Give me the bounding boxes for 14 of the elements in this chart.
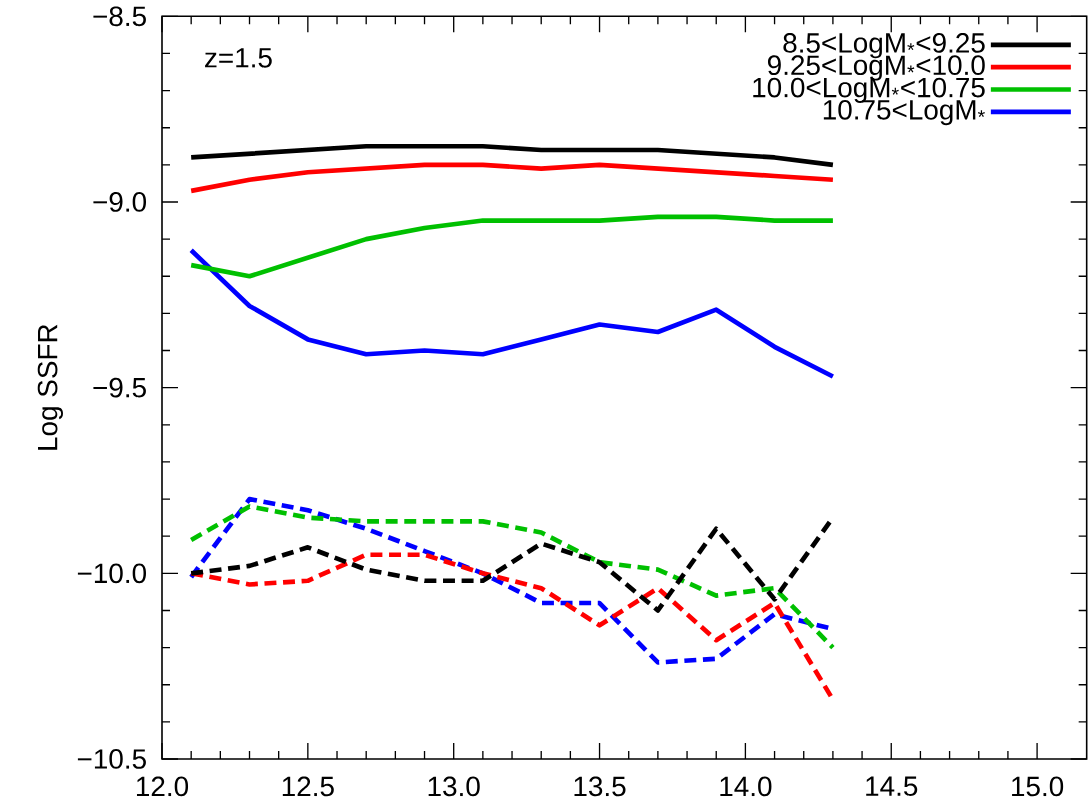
annotation: z=1.5 xyxy=(205,48,272,68)
x-tick-label: 14.0 xyxy=(720,776,772,797)
y-tick-label: −9.0 xyxy=(93,192,147,212)
x-tick-label: 14.5 xyxy=(866,776,918,797)
x-tick-label: 13.0 xyxy=(428,776,480,797)
x-tick-label: 15.0 xyxy=(1012,776,1064,797)
y-tick-label: −10.0 xyxy=(77,563,146,584)
y-tick-label: −10.5 xyxy=(77,749,146,769)
x-tick-label: 12.5 xyxy=(282,776,334,797)
y-axis-title: Log SSFR xyxy=(37,324,63,450)
x-tick-label: 12.0 xyxy=(136,776,189,797)
y-tick-label: −9.5 xyxy=(93,377,146,398)
x-tick-label: 13.5 xyxy=(574,776,626,797)
y-tick-label: −8.5 xyxy=(93,6,146,27)
